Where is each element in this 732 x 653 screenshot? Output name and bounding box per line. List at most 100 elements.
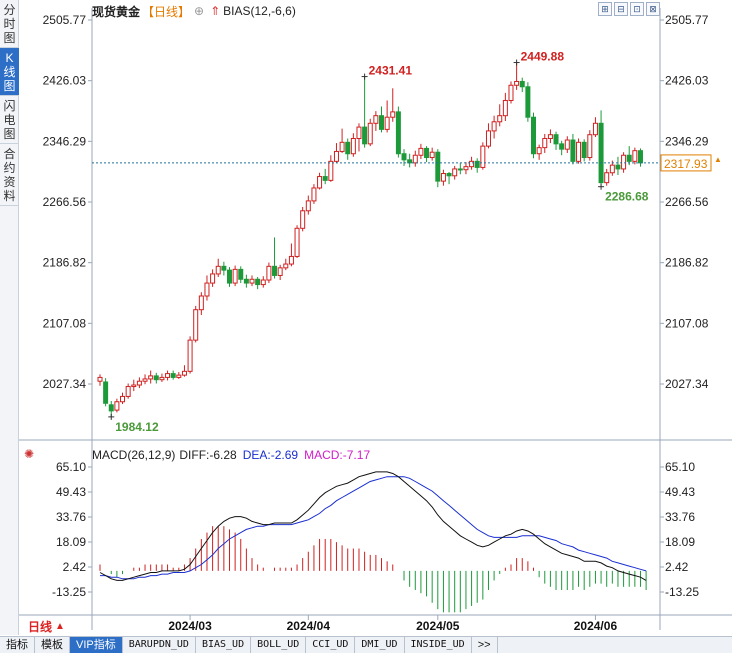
- tab-cci[interactable]: CCI_UD: [306, 637, 356, 653]
- candle-body: [536, 147, 542, 155]
- price-tick-label-right: 2107.08: [665, 316, 709, 330]
- candle-body: [440, 173, 446, 182]
- candle-body: [570, 139, 576, 162]
- price-tick-label-left: 2426.03: [43, 74, 87, 88]
- candle-body: [328, 160, 334, 181]
- candle-body: [553, 134, 559, 145]
- price-tick-label-left: 2505.77: [43, 13, 87, 27]
- candle-body: [350, 138, 356, 155]
- candle-body: [379, 115, 384, 130]
- candle-body: [148, 375, 154, 380]
- period-selector-button[interactable]: 日线 ▲: [28, 619, 65, 634]
- tab-inside[interactable]: INSIDE_UD: [405, 637, 472, 653]
- candle-body: [581, 141, 587, 159]
- candle-body: [559, 143, 565, 150]
- candle-body: [176, 374, 182, 378]
- candle-body: [193, 309, 199, 341]
- macd-tick-label-right: 65.10: [665, 460, 695, 474]
- candle-body: [615, 164, 621, 170]
- candle-body: [136, 380, 142, 386]
- candle-body: [125, 386, 131, 397]
- instrument-title: 现货黄金: [92, 4, 141, 19]
- tab-flash-label: 闪电图: [3, 98, 16, 141]
- macd-tick-label-right: 2.42: [665, 560, 689, 574]
- candle-body: [187, 339, 193, 372]
- price-tick-label-left: 2346.29: [43, 134, 87, 148]
- tab-dmi[interactable]: DMI_UD: [355, 637, 405, 653]
- candle-body: [637, 150, 643, 164]
- macd-title[interactable]: MACD(26,12,9): [92, 448, 176, 462]
- tab-vip-indicator[interactable]: VIP指标: [70, 637, 123, 653]
- candle-body: [333, 150, 339, 162]
- candle-body: [311, 187, 317, 202]
- candle-body: [435, 151, 441, 182]
- candle-body: [469, 160, 475, 168]
- chart-toolbar: ⊞ ⊟ ⊡ ⊠: [598, 2, 660, 16]
- tab-contract-info[interactable]: 合约资料: [0, 144, 19, 206]
- tab-template[interactable]: 模板: [35, 637, 70, 653]
- candle-body: [418, 147, 424, 156]
- gear-icon[interactable]: ✺: [24, 447, 35, 461]
- candle-body: [103, 381, 109, 404]
- x-tick-label: 2024/04: [287, 619, 331, 633]
- candle-body: [356, 126, 362, 140]
- tab-barupdn[interactable]: BARUPDN_UD: [123, 637, 196, 653]
- zoom-in-icon[interactable]: ⊞: [598, 2, 612, 16]
- candle-body: [395, 111, 401, 155]
- price-tick-label-right: 2027.34: [665, 377, 709, 391]
- candle-body: [508, 84, 514, 101]
- candle-body: [592, 122, 598, 136]
- tab-bias[interactable]: BIAS_UD: [196, 637, 252, 653]
- tab-kline[interactable]: K线图: [0, 48, 19, 96]
- chart-header: 现货黄金 【日线】 ⊕ ⇑ BIAS(12,-6,6): [92, 3, 296, 19]
- candle-body: [525, 86, 531, 118]
- candle-body: [198, 295, 204, 311]
- macd-dea-value: DEA:-2.69: [242, 448, 299, 462]
- candle-body: [604, 172, 610, 184]
- candle-body: [564, 139, 570, 150]
- candle-body: [322, 176, 328, 181]
- price-tick-label-right: 2346.29: [665, 134, 709, 148]
- tab-flash[interactable]: 闪电图: [0, 96, 19, 144]
- candle-body: [153, 375, 159, 381]
- candle-body: [159, 376, 165, 381]
- candle-body: [300, 210, 306, 229]
- period-label: 【日线】: [142, 4, 191, 19]
- candle-body: [474, 160, 480, 168]
- chart-canvas: 2505.77 2505.77 2426.03 2426.03 2346.29 2346.…: [19, 8, 732, 633]
- add-indicator-icon[interactable]: ⊕: [194, 4, 205, 18]
- extreme-price-label: 2286.68: [605, 190, 649, 204]
- macd-header: MACD(26,12,9) DIFF:-6.28 DEA:-2.69 MACD:…: [92, 448, 370, 462]
- tab-boll[interactable]: BOLL_UD: [251, 637, 307, 653]
- candle-body: [232, 268, 238, 284]
- candle-body: [97, 376, 103, 382]
- tab-more[interactable]: >>: [472, 637, 498, 653]
- fit-view-icon[interactable]: ⊡: [630, 2, 644, 16]
- candle-body: [288, 255, 294, 265]
- zoom-out-icon[interactable]: ⊟: [614, 2, 628, 16]
- current-price-label: 2317.93: [664, 157, 708, 171]
- arrow-up-icon[interactable]: ⇑: [210, 4, 221, 18]
- candle-body: [345, 141, 351, 155]
- price-tick-label-left: 2266.56: [43, 195, 87, 209]
- candle-body: [305, 200, 311, 212]
- tab-intraday[interactable]: 分时图: [0, 0, 19, 48]
- price-tick-label-right: 2426.03: [665, 74, 709, 88]
- candle-body: [260, 279, 266, 286]
- candle-body: [531, 116, 537, 155]
- close-pane-icon[interactable]: ⊠: [646, 2, 660, 16]
- candle-body: [632, 150, 638, 162]
- candle-body: [429, 151, 435, 159]
- candle-body: [221, 265, 227, 271]
- candle-body: [547, 134, 553, 140]
- indicator-label[interactable]: BIAS(12,-6,6): [223, 4, 296, 18]
- candle-body: [598, 122, 604, 184]
- candle-body: [609, 164, 615, 174]
- diff-line: [99, 471, 647, 581]
- tab-indicator[interactable]: 指标: [0, 637, 35, 653]
- candle-body: [243, 278, 249, 284]
- price-tick-label-left: 2186.82: [43, 256, 87, 270]
- tab-intraday-label: 分时图: [3, 2, 16, 45]
- candle-body: [226, 269, 232, 284]
- price-tick-label-left: 2027.34: [43, 377, 87, 391]
